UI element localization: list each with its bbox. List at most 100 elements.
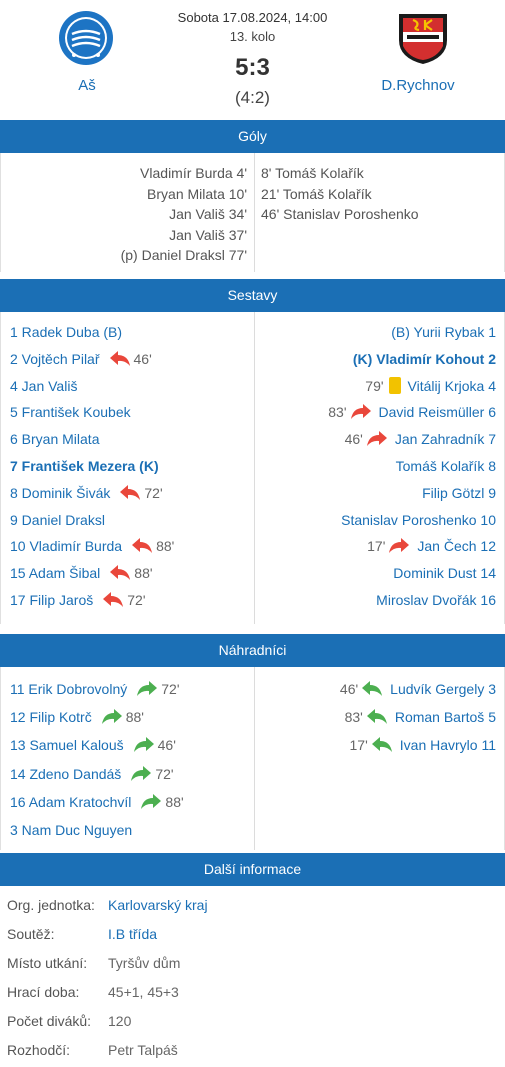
player-name[interactable]: Ivan Havrylo 11 xyxy=(399,737,496,754)
player-name[interactable]: 5 František Koubek xyxy=(10,404,131,421)
away-player-row[interactable]: Miroslav Dvořák 16 xyxy=(376,590,496,610)
away-player-row[interactable]: Filip Götzl 9 xyxy=(422,483,496,503)
home-player-row[interactable]: 1 Radek Duba (B) xyxy=(10,322,122,342)
home-player-row[interactable]: 2 Vojtěch Pilař 46' xyxy=(10,349,152,369)
home-player-row[interactable]: 3 Nam Duc Nguyen xyxy=(10,820,132,840)
match-round: 13. kolo xyxy=(229,29,276,44)
away-player-row[interactable]: 46' Ludvík Gergely 3 xyxy=(340,679,496,699)
match-date: Sobota 17.08.2024, 14:00 xyxy=(177,10,328,25)
player-name[interactable]: 15 Adam Šibal xyxy=(10,565,101,582)
player-name[interactable]: Miroslav Dvořák 16 xyxy=(376,592,496,608)
event-minute: 88' xyxy=(134,565,153,582)
away-player-row[interactable]: Dominik Dust 14 xyxy=(393,563,496,583)
event-minute: 88' xyxy=(165,793,184,810)
away-player-row[interactable]: 17' Ivan Havrylo 11 xyxy=(350,735,496,755)
event-minute: 72' xyxy=(155,765,174,782)
lineups-panel: 1 Radek Duba (B) 2 Vojtěch Pilař 46' 4 Jan … xyxy=(0,312,505,624)
player-name[interactable]: Jan Čech 12 xyxy=(417,538,496,555)
home-player-row[interactable]: 7 František Mezera (K) xyxy=(10,456,159,476)
player-name[interactable]: 13 Samuel Kalouš xyxy=(10,737,124,754)
player-name[interactable]: Jan Zahradník 7 xyxy=(394,431,496,448)
player-name[interactable]: 12 Filip Kotrč xyxy=(10,709,92,726)
home-goal-entry: Jan Vališ 34' xyxy=(169,206,247,222)
home-team-logo[interactable] xyxy=(58,10,114,66)
home-player-row[interactable]: 16 Adam Kratochvíl 88' xyxy=(10,792,184,812)
halftime-score: (4:2) xyxy=(235,88,270,107)
player-name[interactable]: Dominik Dust 14 xyxy=(393,565,496,582)
info-label: Počet diváků: xyxy=(7,1013,92,1029)
home-player-row[interactable]: 10 Vladimír Burda 88' xyxy=(10,536,174,556)
sub-in-arrow-icon xyxy=(370,736,394,754)
away-player-row[interactable]: 17' Jan Čech 12 xyxy=(367,536,496,556)
info-value[interactable]: Karlovarský kraj xyxy=(108,897,208,913)
yellow-card-icon xyxy=(388,377,401,395)
player-name[interactable]: 14 Zdeno Dandáš xyxy=(10,765,122,782)
away-team-logo[interactable] xyxy=(395,10,451,66)
subs-divider xyxy=(254,667,255,850)
away-player-row[interactable]: 46' Jan Zahradník 7 xyxy=(345,429,496,449)
home-player-row[interactable]: 6 Bryan Milata xyxy=(10,429,99,449)
info-value[interactable]: I.B třída xyxy=(108,926,158,942)
event-minute: 79' xyxy=(365,377,384,394)
event-minute: 72' xyxy=(161,681,180,697)
home-goal-entry: Jan Vališ 37' xyxy=(169,226,247,243)
info-value: Tyršův dům xyxy=(108,955,181,971)
subs-panel: 11 Erik Dobrovolný 72' 12 Filip Kotrč 88' 13… xyxy=(0,667,505,850)
home-player-row[interactable]: 13 Samuel Kalouš 46' xyxy=(10,735,176,755)
player-name[interactable]: David Reismüller 6 xyxy=(378,404,496,421)
player-name[interactable]: 17 Filip Jaroš xyxy=(10,592,94,608)
player-name[interactable]: Filip Götzl 9 xyxy=(422,484,496,501)
player-name[interactable]: Stanislav Poroshenko 10 xyxy=(341,511,496,528)
player-name[interactable]: 4 Jan Vališ xyxy=(10,377,78,394)
player-name[interactable]: Ludvík Gergely 3 xyxy=(390,681,496,697)
player-name[interactable]: 1 Radek Duba (B) xyxy=(10,324,123,340)
sub-in-arrow-icon xyxy=(360,680,384,698)
away-team-name[interactable]: D.Rychnov xyxy=(381,77,455,94)
event-minute: 83' xyxy=(328,404,347,421)
info-label: Org. jednotka: xyxy=(7,897,95,913)
sub-in-arrow-icon xyxy=(132,736,156,754)
away-player-row[interactable]: 83' David Reismüller 6 xyxy=(328,402,496,422)
away-player-row[interactable]: Tomáš Kolařík 8 xyxy=(396,456,496,476)
sub-in-arrow-icon xyxy=(139,793,163,811)
home-player-row[interactable]: 15 Adam Šibal 88' xyxy=(10,563,153,583)
home-player-row[interactable]: 8 Dominik Šivák 72' xyxy=(10,483,163,503)
event-minute: 88' xyxy=(156,538,175,555)
player-name[interactable]: (K) Vladimír Kohout 2 xyxy=(352,350,496,367)
info-panel: Org. jednotka: Karlovarský kraj Soutěž: I.B… xyxy=(0,886,505,1066)
player-name[interactable]: Tomáš Kolařík 8 xyxy=(395,458,496,474)
home-player-row[interactable]: 17 Filip Jaroš 72' xyxy=(10,590,146,610)
home-player-row[interactable]: 4 Jan Vališ xyxy=(10,376,77,396)
home-team-name[interactable]: Aš xyxy=(78,77,96,94)
home-player-row[interactable]: 9 Daniel Draksl xyxy=(10,510,105,530)
goals-panel: Vladimír Burda 4' Bryan Milata 10' Jan Val… xyxy=(0,153,505,272)
player-name[interactable]: 7 František Mezera (K) xyxy=(10,458,159,474)
event-minute: 72' xyxy=(127,592,146,608)
player-name[interactable]: Roman Bartoš 5 xyxy=(394,709,496,726)
goals-section-header: Góly xyxy=(0,120,505,153)
player-name[interactable]: 2 Vojtěch Pilař xyxy=(10,350,100,367)
away-player-row[interactable]: 83' Roman Bartoš 5 xyxy=(345,707,496,727)
player-name[interactable]: 6 Bryan Milata xyxy=(10,431,100,448)
home-player-row[interactable]: 14 Zdeno Dandáš 72' xyxy=(10,764,174,784)
away-player-row[interactable]: 79' Vitálij Krjoka 4 xyxy=(365,376,496,396)
lineups-section-header: Sestavy xyxy=(0,279,505,312)
home-player-row[interactable]: 5 František Koubek xyxy=(10,402,131,422)
player-name[interactable]: (B) Yurii Rybak 1 xyxy=(391,324,496,340)
away-player-row[interactable]: (B) Yurii Rybak 1 xyxy=(391,322,496,342)
player-name[interactable]: 9 Daniel Draksl xyxy=(10,511,105,528)
event-minute: 17' xyxy=(367,538,386,555)
player-name[interactable]: 3 Nam Duc Nguyen xyxy=(10,822,133,838)
player-name[interactable]: 11 Erik Dobrovolný xyxy=(10,681,128,697)
home-player-row[interactable]: 12 Filip Kotrč 88' xyxy=(10,707,144,727)
event-minute: 88' xyxy=(125,709,144,726)
player-name[interactable]: 8 Dominik Šivák xyxy=(10,484,111,501)
info-section-header: Další informace xyxy=(0,853,505,886)
event-minute: 46' xyxy=(339,681,359,697)
player-name[interactable]: 16 Adam Kratochvíl xyxy=(10,793,132,810)
home-player-row[interactable]: 11 Erik Dobrovolný 72' xyxy=(10,679,180,699)
player-name[interactable]: 10 Vladimír Burda xyxy=(10,538,123,555)
away-player-row[interactable]: Stanislav Poroshenko 10 xyxy=(341,510,496,530)
player-name[interactable]: Vitálij Krjoka 4 xyxy=(407,377,496,394)
away-player-row[interactable]: (K) Vladimír Kohout 2 xyxy=(353,349,496,369)
